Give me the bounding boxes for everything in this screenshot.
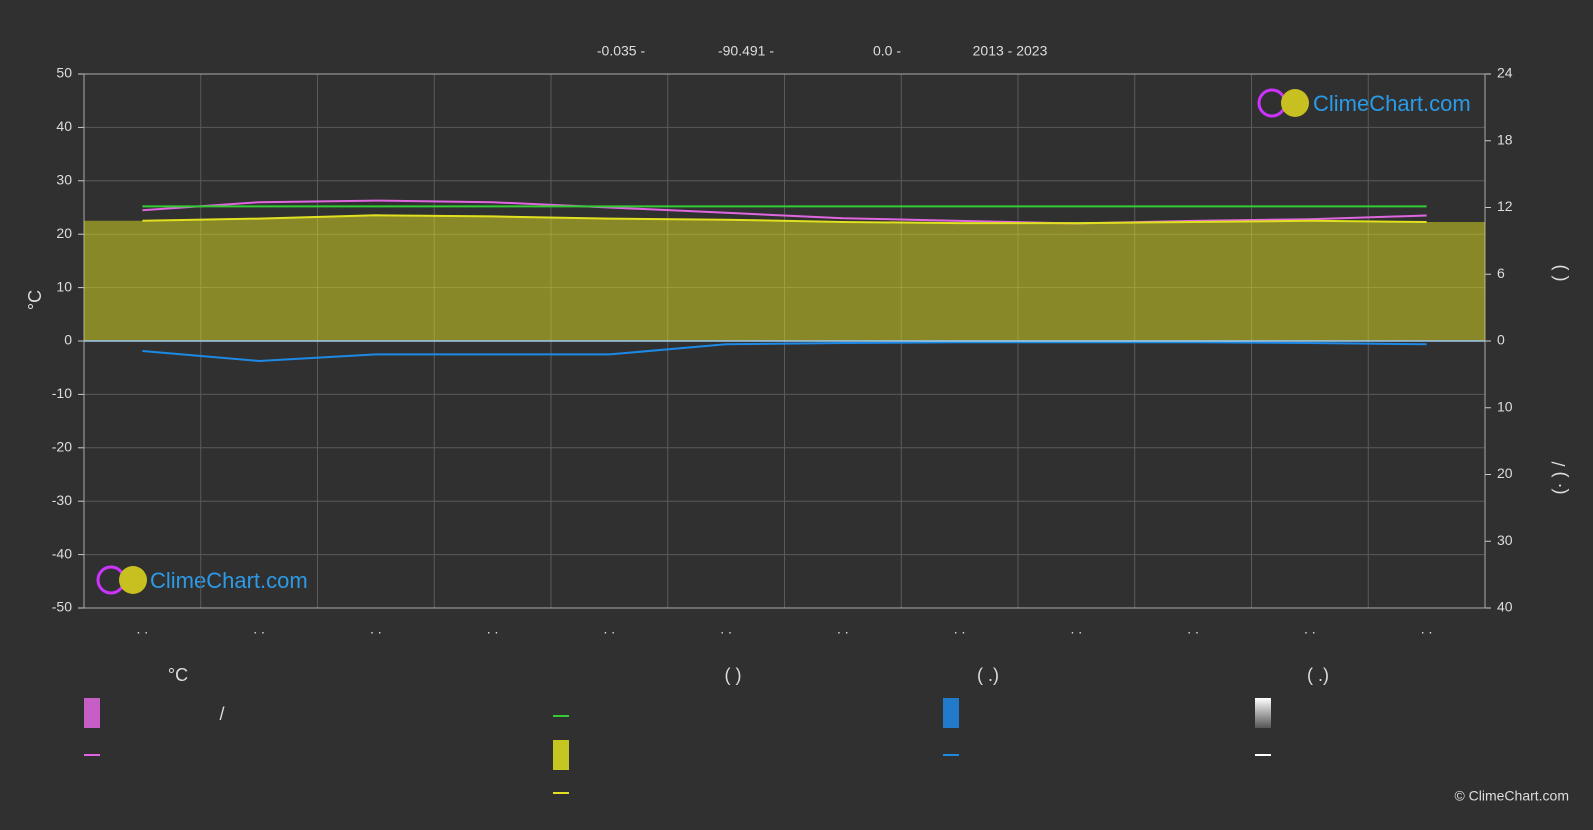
y2-tick-label: 6 <box>1497 265 1505 281</box>
x-tick-label: . . <box>137 621 149 637</box>
x-tick-label: . . <box>954 621 966 637</box>
y-tick-label: -20 <box>52 439 72 455</box>
legend-header: ( .) <box>1307 665 1329 685</box>
y2-tick-label: 0 <box>1497 332 1505 348</box>
logo-text: ClimeChart.com <box>150 568 308 593</box>
legend-note: / <box>219 704 224 724</box>
y2-axis-label: ( ) <box>1549 265 1569 282</box>
legend-header: ( .) <box>977 665 999 685</box>
x-tick-label: . . <box>487 621 499 637</box>
y2-tick-label: 18 <box>1497 131 1513 147</box>
legend-header: ( ) <box>725 665 742 685</box>
header-lon: -90.491 - <box>718 43 774 59</box>
y-tick-label: -40 <box>52 545 72 561</box>
y2-tick-label: 24 <box>1497 65 1513 81</box>
legend-header: °C <box>168 665 188 685</box>
x-tick-label: . . <box>1304 621 1316 637</box>
legend-swatch <box>553 740 569 770</box>
series-line <box>142 199 1427 225</box>
legend-swatch <box>1255 698 1271 728</box>
series-line <box>142 341 1427 363</box>
header-lat: -0.035 - <box>597 43 646 59</box>
logo-sun <box>119 566 147 594</box>
series-area <box>84 215 1485 341</box>
x-tick-label: . . <box>1187 621 1199 637</box>
x-tick-label: . . <box>720 621 732 637</box>
logo-text: ClimeChart.com <box>1313 91 1471 116</box>
y3-tick-label: 20 <box>1497 465 1513 481</box>
y-tick-label: -30 <box>52 492 72 508</box>
legend-swatch <box>84 698 100 728</box>
x-tick-label: . . <box>253 621 265 637</box>
y-axis-label: °C <box>25 290 45 310</box>
series-line <box>142 214 1427 225</box>
x-tick-label: . . <box>1071 621 1083 637</box>
y3-axis-label: (· ) / <box>1549 462 1569 495</box>
x-tick-label: . . <box>370 621 382 637</box>
header-elev: 0.0 - <box>873 43 901 59</box>
copyright: © ClimeChart.com <box>1454 788 1569 804</box>
y3-tick-label: 30 <box>1497 532 1513 548</box>
y-tick-label: -50 <box>52 599 72 615</box>
y-tick-label: 20 <box>56 225 72 241</box>
x-tick-label: . . <box>1421 621 1433 637</box>
y2-tick-label: 12 <box>1497 198 1513 214</box>
logo-top: ClimeChart.com <box>1257 88 1471 118</box>
y-tick-label: 50 <box>56 65 72 81</box>
legend-swatch <box>943 698 959 728</box>
x-tick-label: . . <box>604 621 616 637</box>
y-tick-label: 10 <box>56 278 72 294</box>
y-tick-label: 40 <box>56 118 72 134</box>
y-tick-label: 30 <box>56 172 72 188</box>
x-tick-label: . . <box>837 621 849 637</box>
logo-sun <box>1281 89 1309 117</box>
header-years: 2013 - 2023 <box>973 43 1048 59</box>
y3-tick-label: 40 <box>1497 599 1513 615</box>
y-tick-label: -10 <box>52 385 72 401</box>
y3-tick-label: 10 <box>1497 398 1513 414</box>
logo-bottom: ClimeChart.com <box>96 565 308 595</box>
y-tick-label: 0 <box>64 332 72 348</box>
